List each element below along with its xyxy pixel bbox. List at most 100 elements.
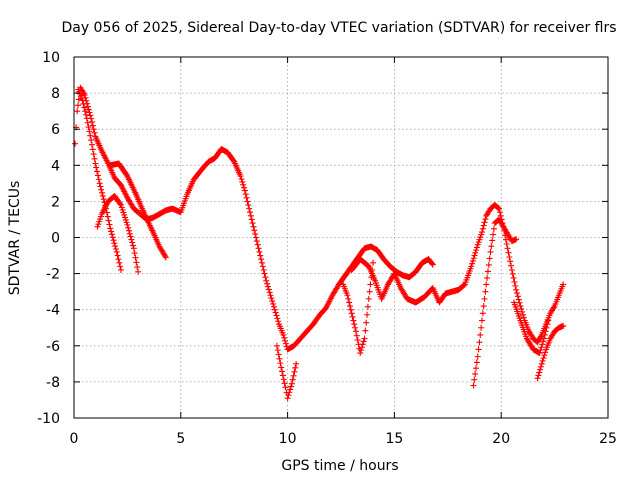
data-point — [540, 338, 547, 345]
data-point — [75, 102, 82, 109]
series-track-4 — [107, 160, 169, 261]
data-point — [541, 331, 548, 338]
data-point — [257, 252, 264, 259]
data-point — [268, 295, 275, 302]
data-point — [472, 249, 479, 256]
data-point — [349, 313, 356, 320]
y-tick-label: -2 — [46, 267, 60, 283]
data-point — [487, 248, 494, 255]
data-point — [469, 257, 476, 264]
data-point — [266, 289, 273, 296]
data-point — [84, 119, 91, 126]
data-point — [128, 236, 135, 243]
data-point — [85, 106, 92, 113]
data-point — [256, 248, 263, 255]
data-point — [513, 286, 520, 293]
data-point — [92, 160, 99, 167]
data-point — [105, 217, 112, 224]
data-point — [543, 324, 550, 331]
data-point — [252, 234, 259, 241]
data-point — [473, 244, 480, 251]
data-point — [127, 233, 134, 240]
y-tick-label: -6 — [46, 339, 60, 355]
data-point — [87, 132, 94, 139]
data-point — [513, 236, 520, 243]
data-point — [277, 360, 284, 367]
data-point — [270, 303, 277, 310]
data-point — [508, 266, 515, 273]
data-point — [129, 239, 136, 246]
data-point — [249, 220, 256, 227]
data-point — [247, 212, 254, 219]
data-point — [289, 376, 296, 383]
data-point — [472, 365, 479, 372]
data-point — [111, 240, 118, 247]
data-point — [286, 389, 293, 396]
data-point — [358, 344, 365, 351]
data-point — [540, 335, 547, 342]
data-point — [247, 209, 254, 216]
data-point — [468, 263, 475, 270]
data-point — [506, 253, 513, 260]
data-point — [353, 332, 360, 339]
data-point — [281, 380, 288, 387]
data-point — [79, 97, 86, 104]
data-point — [363, 319, 370, 326]
data-point — [270, 300, 277, 307]
data-point — [508, 262, 515, 269]
data-point — [473, 247, 480, 254]
data-point — [484, 274, 491, 281]
data-point — [241, 187, 248, 194]
data-point — [502, 236, 509, 243]
data-point — [488, 243, 495, 250]
data-point — [112, 243, 119, 250]
data-point — [117, 263, 124, 270]
data-point — [261, 270, 268, 277]
data-point — [539, 341, 546, 348]
data-point — [82, 108, 89, 115]
data-point — [110, 237, 117, 244]
data-point — [490, 225, 497, 232]
data-point — [542, 349, 549, 356]
data-point — [109, 234, 116, 241]
data-point — [545, 317, 552, 324]
axis-ticks: 0 5 10 15 20 25 -10 -8 -6 -4 -2 0 2 4 6 8 10 — [37, 50, 617, 447]
data-point — [352, 328, 359, 335]
plot-area — [72, 84, 567, 402]
data-point — [85, 124, 92, 131]
data-point — [82, 111, 89, 118]
data-point — [273, 342, 280, 349]
data-point — [542, 328, 549, 335]
data-point — [132, 254, 139, 261]
y-axis-label: SDTVAR / TECUs — [7, 181, 23, 296]
data-point — [262, 274, 269, 281]
data-point — [97, 183, 104, 190]
data-point — [538, 360, 545, 367]
data-point — [367, 281, 374, 288]
data-point — [243, 194, 250, 201]
data-point — [237, 173, 244, 180]
series-track-5 — [273, 342, 300, 402]
data-point — [94, 168, 101, 175]
data-point — [258, 259, 265, 266]
data-point — [134, 264, 141, 271]
data-point — [470, 382, 477, 389]
data-point — [244, 198, 251, 205]
data-point — [130, 245, 137, 252]
series-track-3 — [94, 192, 142, 275]
data-point — [280, 331, 287, 338]
data-point — [350, 317, 357, 324]
data-point — [282, 384, 289, 391]
data-point — [131, 250, 138, 257]
data-point — [429, 261, 436, 268]
data-point — [108, 231, 115, 238]
data-point — [89, 122, 96, 129]
data-point — [87, 112, 94, 119]
data-point — [91, 155, 98, 162]
data-point — [536, 350, 543, 357]
data-point — [482, 288, 489, 295]
data-point — [284, 395, 291, 402]
data-point — [255, 245, 262, 252]
data-point — [115, 256, 122, 263]
